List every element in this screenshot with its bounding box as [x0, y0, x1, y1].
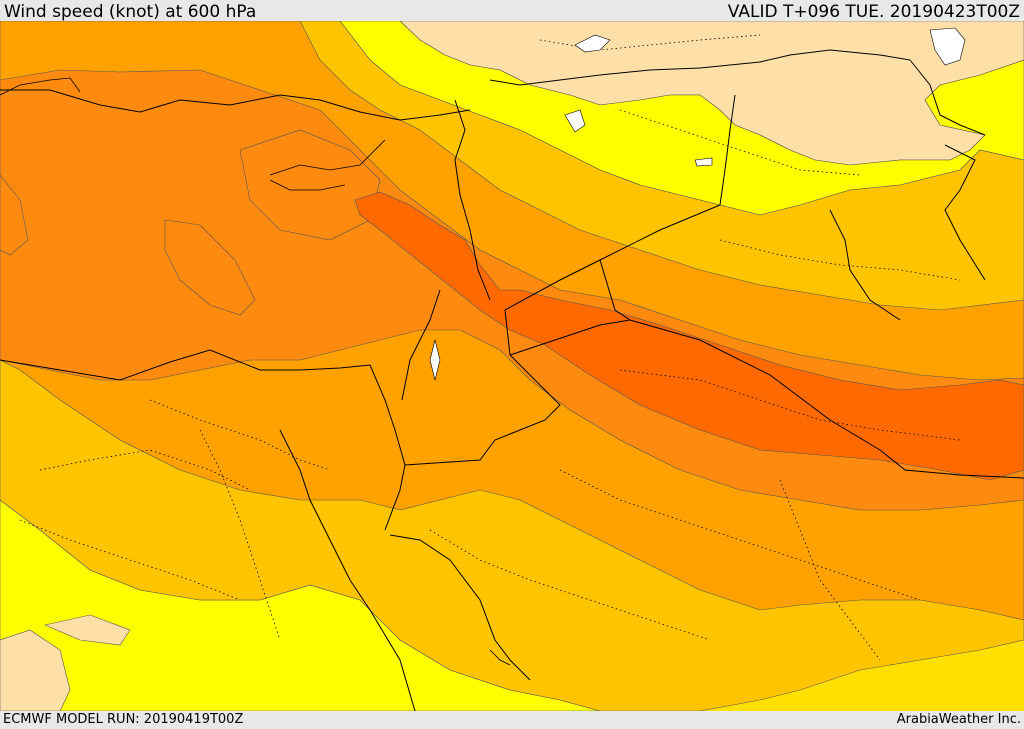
credit-label: ArabiaWeather Inc.	[896, 712, 1021, 727]
country-borders	[0, 49, 1024, 711]
map-canvas	[0, 21, 1024, 711]
map-title: Wind speed (knot) at 600 hPa	[4, 2, 257, 22]
band-calm-south	[0, 629, 71, 711]
header-bar: Wind speed (knot) at 600 hPa VALID T+096…	[0, 0, 1024, 21]
model-run-label: ECMWF MODEL RUN: 20190419T00Z	[3, 712, 244, 727]
footer-bar: ECMWF MODEL RUN: 20190419T00Z ArabiaWeat…	[0, 711, 1024, 729]
water-bodies	[429, 27, 966, 381]
coastlines	[0, 77, 511, 666]
band-jet	[354, 191, 1024, 481]
wind-speed-map[interactable]	[0, 21, 1024, 711]
valid-time: VALID T+096 TUE. 20190423T00Z	[727, 2, 1020, 22]
